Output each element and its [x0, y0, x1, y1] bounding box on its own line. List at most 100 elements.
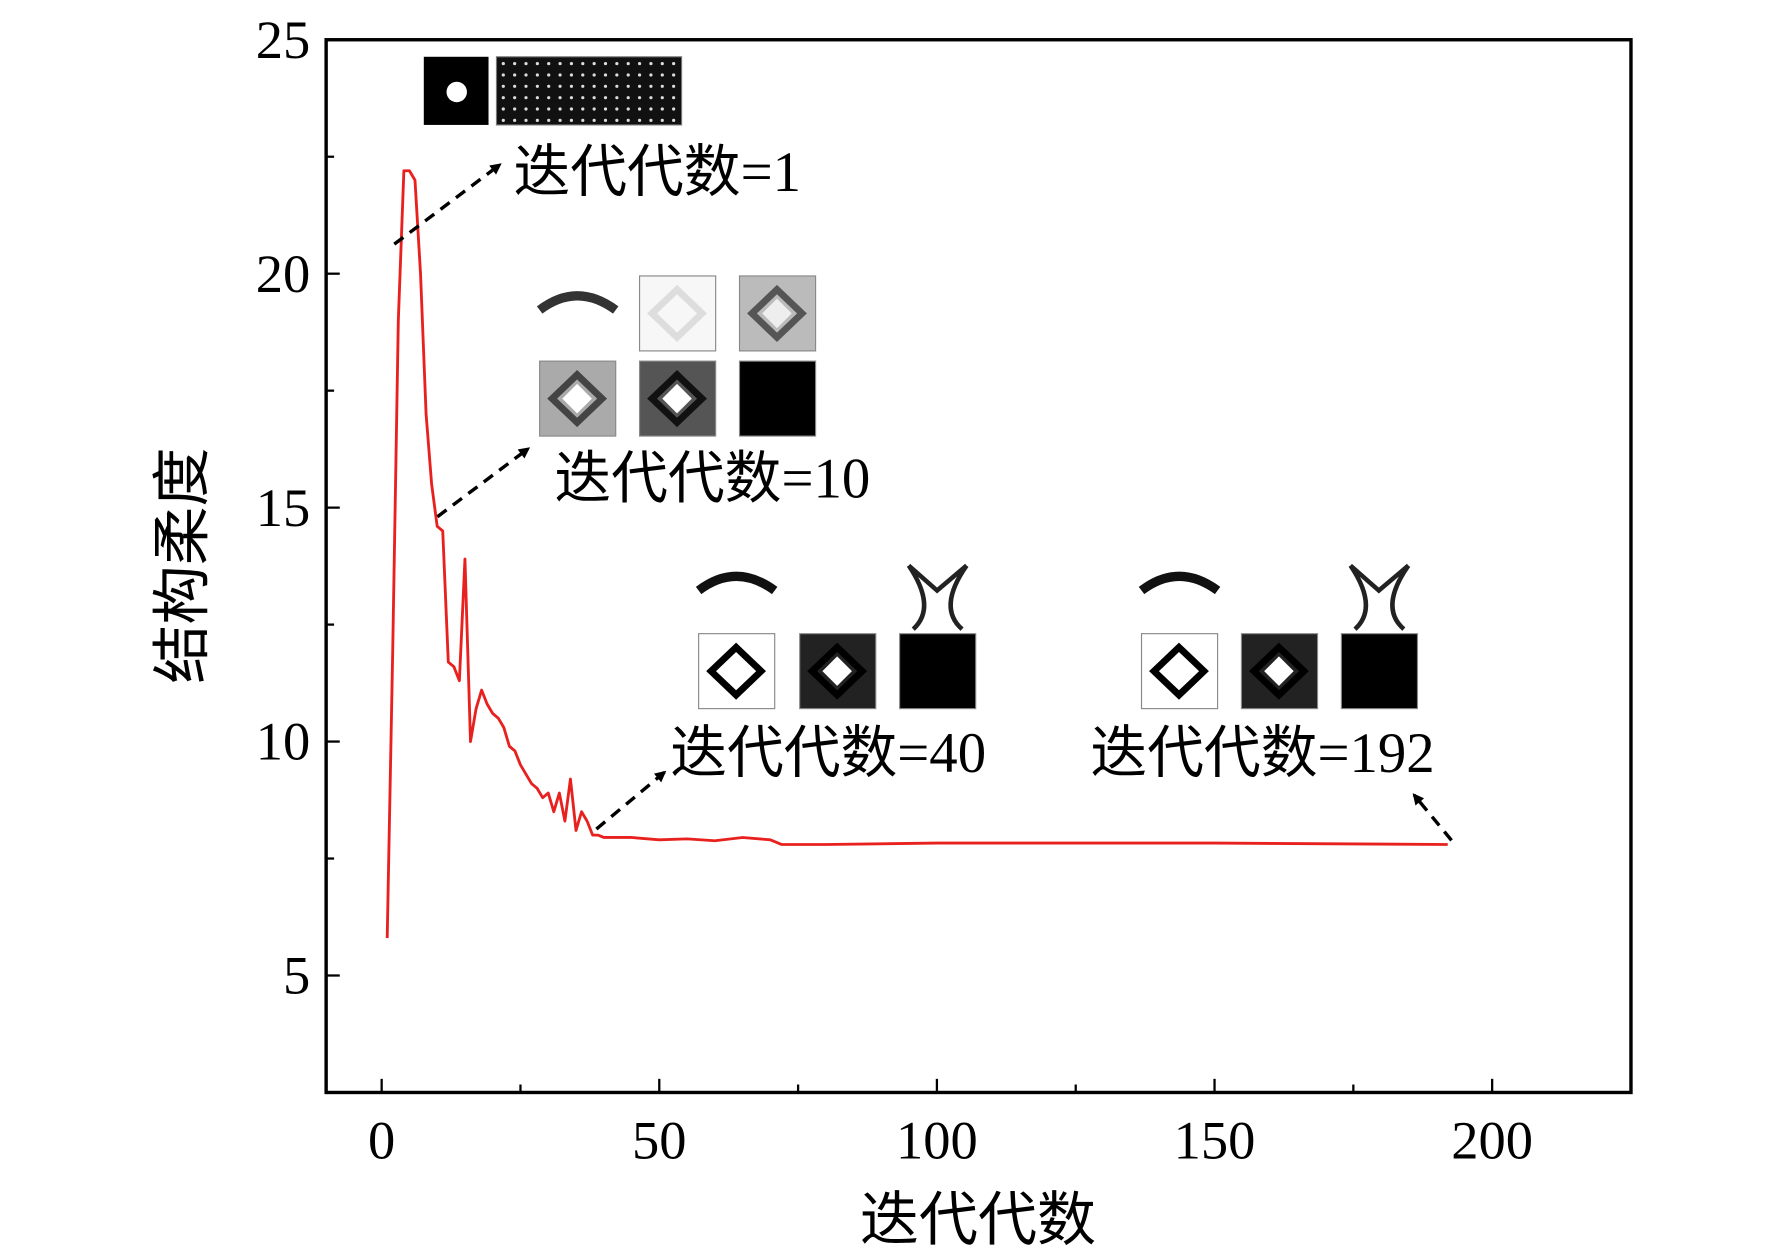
thumb-dot — [501, 96, 505, 100]
thumb-dot — [535, 118, 539, 122]
annotation-arrow — [436, 447, 531, 519]
thumb-dot — [535, 62, 539, 66]
thumb-dot — [660, 62, 664, 66]
thumb-dot — [592, 84, 596, 88]
thumb-dot — [581, 96, 585, 100]
annotation: 迭代代数=40 — [670, 722, 986, 785]
thumb-dot — [569, 107, 574, 111]
thumb-dot — [672, 118, 676, 122]
annotation-arrow — [595, 770, 667, 831]
thumb-dot — [501, 118, 505, 122]
thumb-shape — [906, 563, 969, 631]
thumb-dot — [569, 62, 574, 66]
thumb-dot — [649, 62, 653, 66]
thumb-dot — [501, 73, 505, 77]
y-axis-title: 结构柔度 — [149, 447, 215, 683]
thumb-dot — [569, 84, 574, 88]
thumb-dot — [603, 62, 608, 66]
thumb — [1340, 633, 1419, 710]
thumb-dot — [513, 107, 517, 111]
thumb-dot — [637, 118, 642, 122]
thumb-dot — [603, 107, 608, 111]
thumb-dot — [626, 84, 630, 88]
thumb-dot — [501, 84, 505, 88]
thumb-dot — [592, 96, 596, 100]
thumb-dot — [524, 62, 528, 66]
thumb-dot — [637, 84, 642, 88]
thumb-dot — [569, 96, 574, 100]
thumb-dot — [637, 107, 642, 111]
thumb-dot — [649, 96, 653, 100]
thumb-dot — [569, 118, 574, 122]
thumb-dot — [581, 107, 585, 111]
thumb-dot — [649, 73, 653, 77]
x-tick-label: 50 — [632, 1109, 686, 1170]
thumb-dot — [524, 118, 528, 122]
data-line — [385, 169, 1448, 939]
thumb-dot — [592, 62, 596, 66]
thumb-dot — [547, 118, 551, 122]
thumb-dot — [660, 84, 664, 88]
thumb — [899, 633, 977, 710]
thumb-shape — [647, 370, 707, 428]
thumb-dot — [558, 84, 562, 88]
thumb-dot — [603, 118, 608, 122]
thumb-dot — [626, 118, 630, 122]
thumb-dot — [535, 96, 539, 100]
annotation: 迭代代数=192 — [1090, 722, 1434, 785]
thumb-dot — [558, 62, 562, 66]
x-tick-label: 150 — [1174, 1109, 1256, 1170]
thumb-shape — [1348, 563, 1411, 631]
thumb-dot — [513, 62, 517, 66]
thumb-dot — [626, 107, 630, 111]
thumb-dot — [501, 107, 505, 111]
thumb-shape — [747, 284, 807, 342]
thumb-dot — [626, 62, 630, 66]
thumb-dot — [615, 118, 619, 122]
plot-frame — [324, 38, 1633, 1095]
thumb-dot — [581, 84, 585, 88]
thumb-dot — [660, 107, 664, 111]
thumb-dot — [626, 73, 630, 77]
thumb-dot — [524, 96, 528, 100]
thumb-dot — [513, 96, 517, 100]
thumb-dot — [649, 84, 653, 88]
thumb-dot — [558, 107, 562, 111]
thumb-dot — [524, 73, 528, 77]
thumb-dot — [649, 107, 653, 111]
thumb-dot — [660, 73, 664, 77]
thumb-dot — [672, 107, 676, 111]
thumb-dot — [603, 84, 608, 88]
thumb-dot — [581, 62, 585, 66]
thumb-dot — [626, 96, 630, 100]
annotation-arrow — [393, 163, 502, 246]
x-axis-title: 迭代代数 — [860, 1187, 1096, 1253]
thumb-dot — [535, 73, 539, 77]
thumb-hole — [562, 383, 592, 414]
thumb-shape — [1138, 571, 1221, 595]
y-tick-label: 25 — [256, 9, 311, 70]
x-tick-label: 100 — [896, 1109, 978, 1170]
annotation: 迭代代数=10 — [554, 447, 870, 510]
thumb-dot — [535, 84, 539, 88]
thumb-shape — [695, 571, 778, 595]
thumb-dot — [547, 73, 551, 77]
thumb-dot — [513, 73, 517, 77]
thumb-dot — [558, 118, 562, 122]
thumb-dot — [660, 96, 664, 100]
thumb-dot — [558, 96, 562, 100]
thumb-dot — [547, 107, 551, 111]
y-tick-label: 5 — [283, 945, 310, 1006]
thumb-dot — [615, 107, 619, 111]
thumb-dot — [581, 118, 585, 122]
thumb-dot — [615, 73, 619, 77]
thumb-shape — [547, 370, 608, 428]
thumb-dot — [615, 96, 619, 100]
thumb — [738, 360, 817, 437]
thumb-dot — [592, 73, 596, 77]
y-tick-label: 15 — [256, 477, 311, 538]
thumb-dot — [672, 96, 676, 100]
thumb-dot — [547, 96, 551, 100]
thumb-dot — [581, 73, 585, 77]
annotation: 迭代代数=1 — [514, 141, 801, 204]
